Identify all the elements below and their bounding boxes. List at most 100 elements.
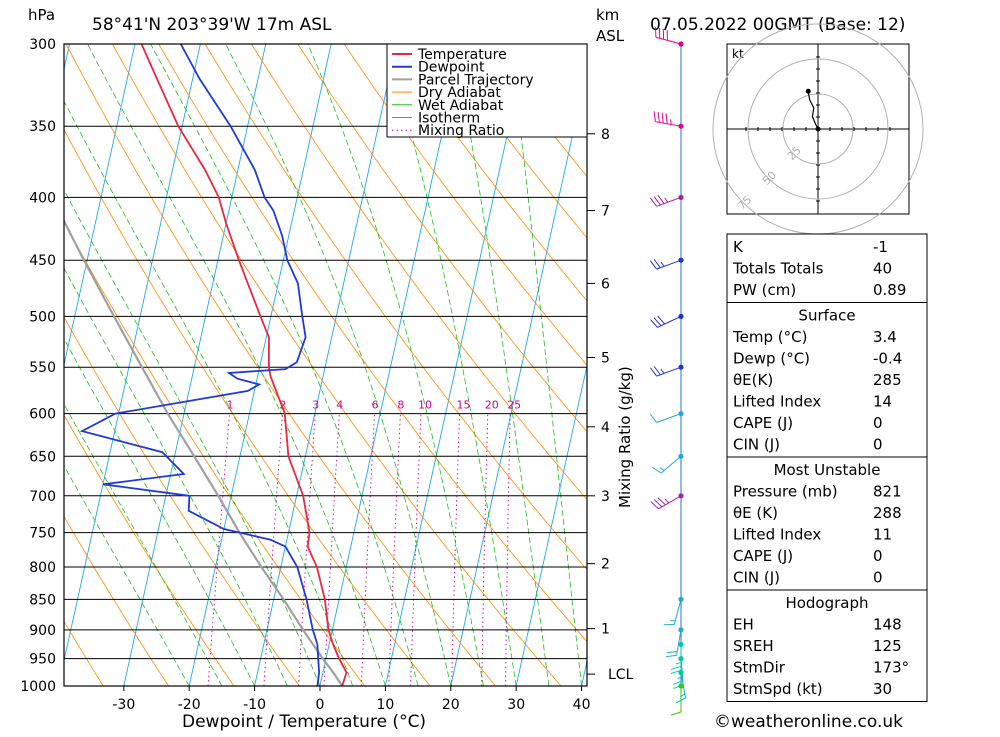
table-row-value: 30 — [873, 680, 892, 698]
table-row-label: Lifted Index — [733, 393, 821, 411]
hpa-unit-label: hPa — [28, 6, 55, 24]
mixing-ratio-label: 10 — [418, 399, 432, 412]
wind-barb-feather — [654, 111, 655, 121]
table-row-value: -1 — [873, 238, 888, 256]
table-row-label: CAPE (J) — [733, 414, 793, 432]
isotherm-line — [576, 7, 732, 712]
mixing-ratio-line — [411, 414, 421, 686]
wind-barb-half-feather — [671, 119, 672, 124]
table-row-label: CAPE (J) — [733, 547, 793, 565]
table-row-label: Dewp (°C) — [733, 350, 810, 368]
table-row-value: 125 — [873, 637, 902, 655]
km-tick-label: 6 — [601, 276, 610, 292]
wind-barb-half-feather — [665, 198, 668, 202]
wet-adiabat-line — [0, 7, 255, 686]
pressure-tick-label: 700 — [29, 489, 56, 505]
table-row-label: CIN (J) — [733, 569, 780, 587]
temperature-tick-label: 40 — [573, 697, 591, 713]
table-row-label: θE (K) — [733, 504, 778, 522]
temperature-tick-label: -30 — [112, 697, 135, 713]
mixing-ratio-line — [482, 414, 488, 686]
pressure-axis: 3003504004505005506006507007508008509009… — [20, 37, 56, 695]
table-row-value: 0 — [873, 547, 883, 565]
table-row-label: CIN (J) — [733, 436, 780, 454]
location-label: 58°41'N 203°39'W 17m ASL — [92, 15, 332, 35]
legend-label: Mixing Ratio — [418, 123, 504, 139]
table-row-label: Temp (°C) — [732, 328, 807, 346]
table-row-value: 40 — [873, 260, 892, 278]
table-row-value: 285 — [873, 371, 902, 389]
table-title: Hodograph — [785, 594, 868, 612]
table-row-value: 0.89 — [873, 281, 906, 299]
km-tick-label: 1 — [601, 622, 610, 638]
mixing-ratio-line — [361, 414, 374, 686]
km-tick-label: 5 — [601, 350, 610, 366]
temperature-tick-label: 10 — [376, 697, 394, 713]
hodograph-start-dot — [816, 127, 821, 132]
temperature-tick-label: 0 — [316, 697, 325, 713]
pressure-tick-label: 1000 — [20, 679, 56, 695]
table-row-value: 288 — [873, 504, 902, 522]
mixing-ratio-label: 15 — [457, 399, 471, 412]
lcl-label: LCL — [608, 667, 634, 683]
wet-adiabat-line — [0, 7, 189, 686]
wind-barb-half-feather — [676, 662, 681, 664]
table-row-value: 0 — [873, 569, 883, 587]
km-tick-label: 3 — [601, 489, 610, 505]
table-row-label: StmDir — [733, 659, 786, 677]
table-row-value: 0 — [873, 436, 883, 454]
pressure-tick-label: 650 — [29, 449, 56, 465]
dry-adiabat-line — [0, 7, 186, 712]
asl-label: ASL — [596, 27, 625, 45]
table-row-label: EH — [733, 616, 754, 634]
km-unit-label: km — [596, 6, 619, 24]
wet-adiabat-line — [69, 7, 386, 686]
isotherm-line — [249, 7, 405, 712]
mixing-ratio-label: 6 — [372, 399, 379, 412]
x-axis-label: Dewpoint / Temperature (°C) — [182, 712, 426, 732]
pressure-tick-label: 950 — [29, 652, 56, 668]
isotherm-line — [118, 7, 274, 712]
mixing-ratio-label: 8 — [397, 399, 404, 412]
pressure-tick-label: 450 — [29, 253, 56, 269]
mixing-ratio-label: 3 — [312, 399, 319, 412]
km-tick-label: 8 — [601, 127, 610, 143]
table-title: Surface — [798, 307, 855, 325]
wind-barb-feather — [658, 112, 659, 122]
table-row-label: Lifted Index — [733, 526, 821, 544]
isotherm-line — [53, 7, 209, 712]
mixing-ratio-line — [452, 414, 460, 686]
table-row-label: PW (cm) — [733, 281, 796, 299]
table-row-label: Pressure (mb) — [733, 483, 838, 501]
pressure-tick-label: 500 — [29, 309, 56, 325]
wind-barbs — [650, 27, 685, 715]
hodograph-end-dot — [806, 89, 811, 94]
wet-adiabat-line — [0, 7, 222, 686]
mixing-ratio-label: 4 — [336, 399, 343, 412]
km-tick-label: 2 — [601, 557, 610, 573]
pressure-tick-label: 600 — [29, 407, 56, 423]
pressure-tick-label: 900 — [29, 623, 56, 639]
pressure-tick-label: 800 — [29, 560, 56, 576]
mixing-ratio-line — [208, 414, 230, 686]
wind-barb-feather — [650, 414, 656, 422]
temperature-tick-label: 30 — [507, 697, 525, 713]
table-row-value: 3.4 — [873, 328, 897, 346]
wind-barb-feather — [671, 666, 681, 669]
isotherm-line — [183, 7, 339, 712]
mixing-ratio-label: 20 — [485, 399, 499, 412]
temperature-tick-label: -20 — [178, 697, 201, 713]
wind-barb-half-feather — [660, 468, 664, 471]
isotherm-line — [0, 7, 143, 712]
footer-copyright: ©weatheronline.co.uk — [714, 712, 903, 732]
table-title: Most Unstable — [774, 461, 881, 479]
wind-barb-half-feather — [661, 369, 664, 373]
wind-barb-feather — [666, 655, 676, 656]
profile-dewpoint — [82, 44, 319, 686]
table-row-value: 821 — [873, 483, 902, 501]
temperature-tick-label: -10 — [243, 697, 266, 713]
table-row-value: 14 — [873, 393, 892, 411]
